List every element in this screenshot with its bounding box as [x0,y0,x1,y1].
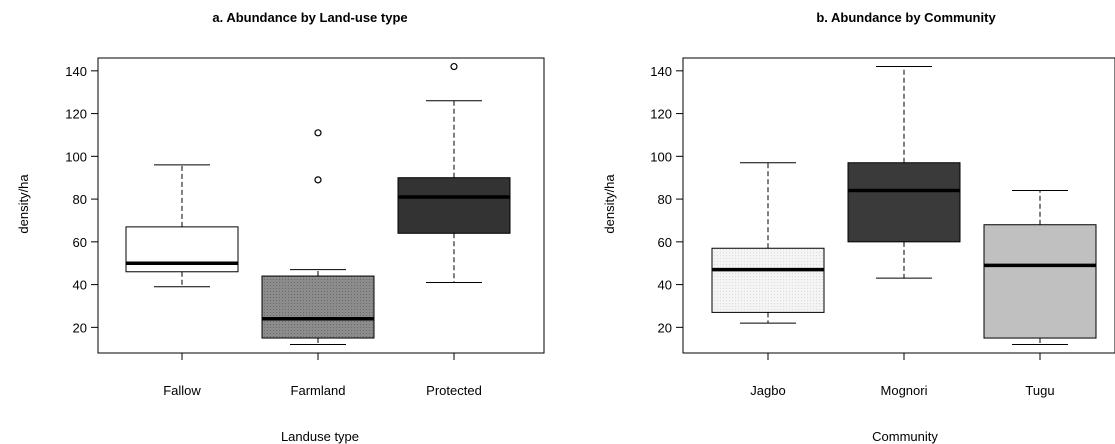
y-tick-label: 100 [650,149,672,164]
x-tick-label: Fallow [163,383,201,398]
y-tick-label: 120 [65,107,87,122]
iqr-box [847,162,961,243]
plot-frame [682,57,1115,354]
iqr-box [261,275,375,339]
y-tick-label: 40 [658,278,672,293]
panel-landuse: a. Abundance by Land-use type density/ha… [16,10,545,444]
chart-title: a. Abundance by Land-use type [212,10,407,25]
box-farmland [261,129,375,345]
plot-frame [97,57,545,354]
plot-area: 20 40 60 80 100 120 140 Jagbo Mognori Tugu [650,57,1115,398]
y-tick-label: 60 [73,235,87,250]
iqr-box [125,226,239,273]
box-tugu [983,190,1097,345]
box-jagbo [711,162,825,324]
x-tick-label: Tugu [1025,383,1054,398]
y-tick-label: 80 [73,192,87,207]
box-protected [397,62,511,283]
y-tick-label: 80 [658,192,672,207]
x-tick-label: Farmland [291,383,346,398]
y-tick-label: 140 [650,64,672,79]
y-tick-label: 20 [658,320,672,335]
panel-community: b. Abundance by Community density/ha Com… [602,10,1115,444]
outlier-point [450,62,458,71]
y-tick-label: 120 [650,107,672,122]
x-axis-label: Landuse type [281,429,359,444]
y-tick-label: 140 [65,64,87,79]
y-tick-label: 60 [658,235,672,250]
y-axis-label: density/ha [16,174,31,234]
y-tick-label: 20 [73,320,87,335]
iqr-box [397,177,511,234]
iqr-box [711,247,825,313]
x-axis-label: Community [872,429,938,444]
x-tick-label: Protected [426,383,482,398]
y-tick-label: 100 [65,149,87,164]
x-tick-label: Mognori [881,383,928,398]
x-tick-label: Jagbo [750,383,785,398]
iqr-box [983,224,1097,339]
outlier-point [314,176,322,184]
y-axis-label: density/ha [602,174,617,234]
box-fallow [125,164,239,288]
outlier-point [314,129,322,137]
y-tick-label: 40 [73,278,87,293]
plot-area: 20 40 60 80 100 120 140 Fallow Farmland Protected [65,57,545,398]
chart-title: b. Abundance by Community [816,10,996,25]
box-mognori [847,66,961,279]
